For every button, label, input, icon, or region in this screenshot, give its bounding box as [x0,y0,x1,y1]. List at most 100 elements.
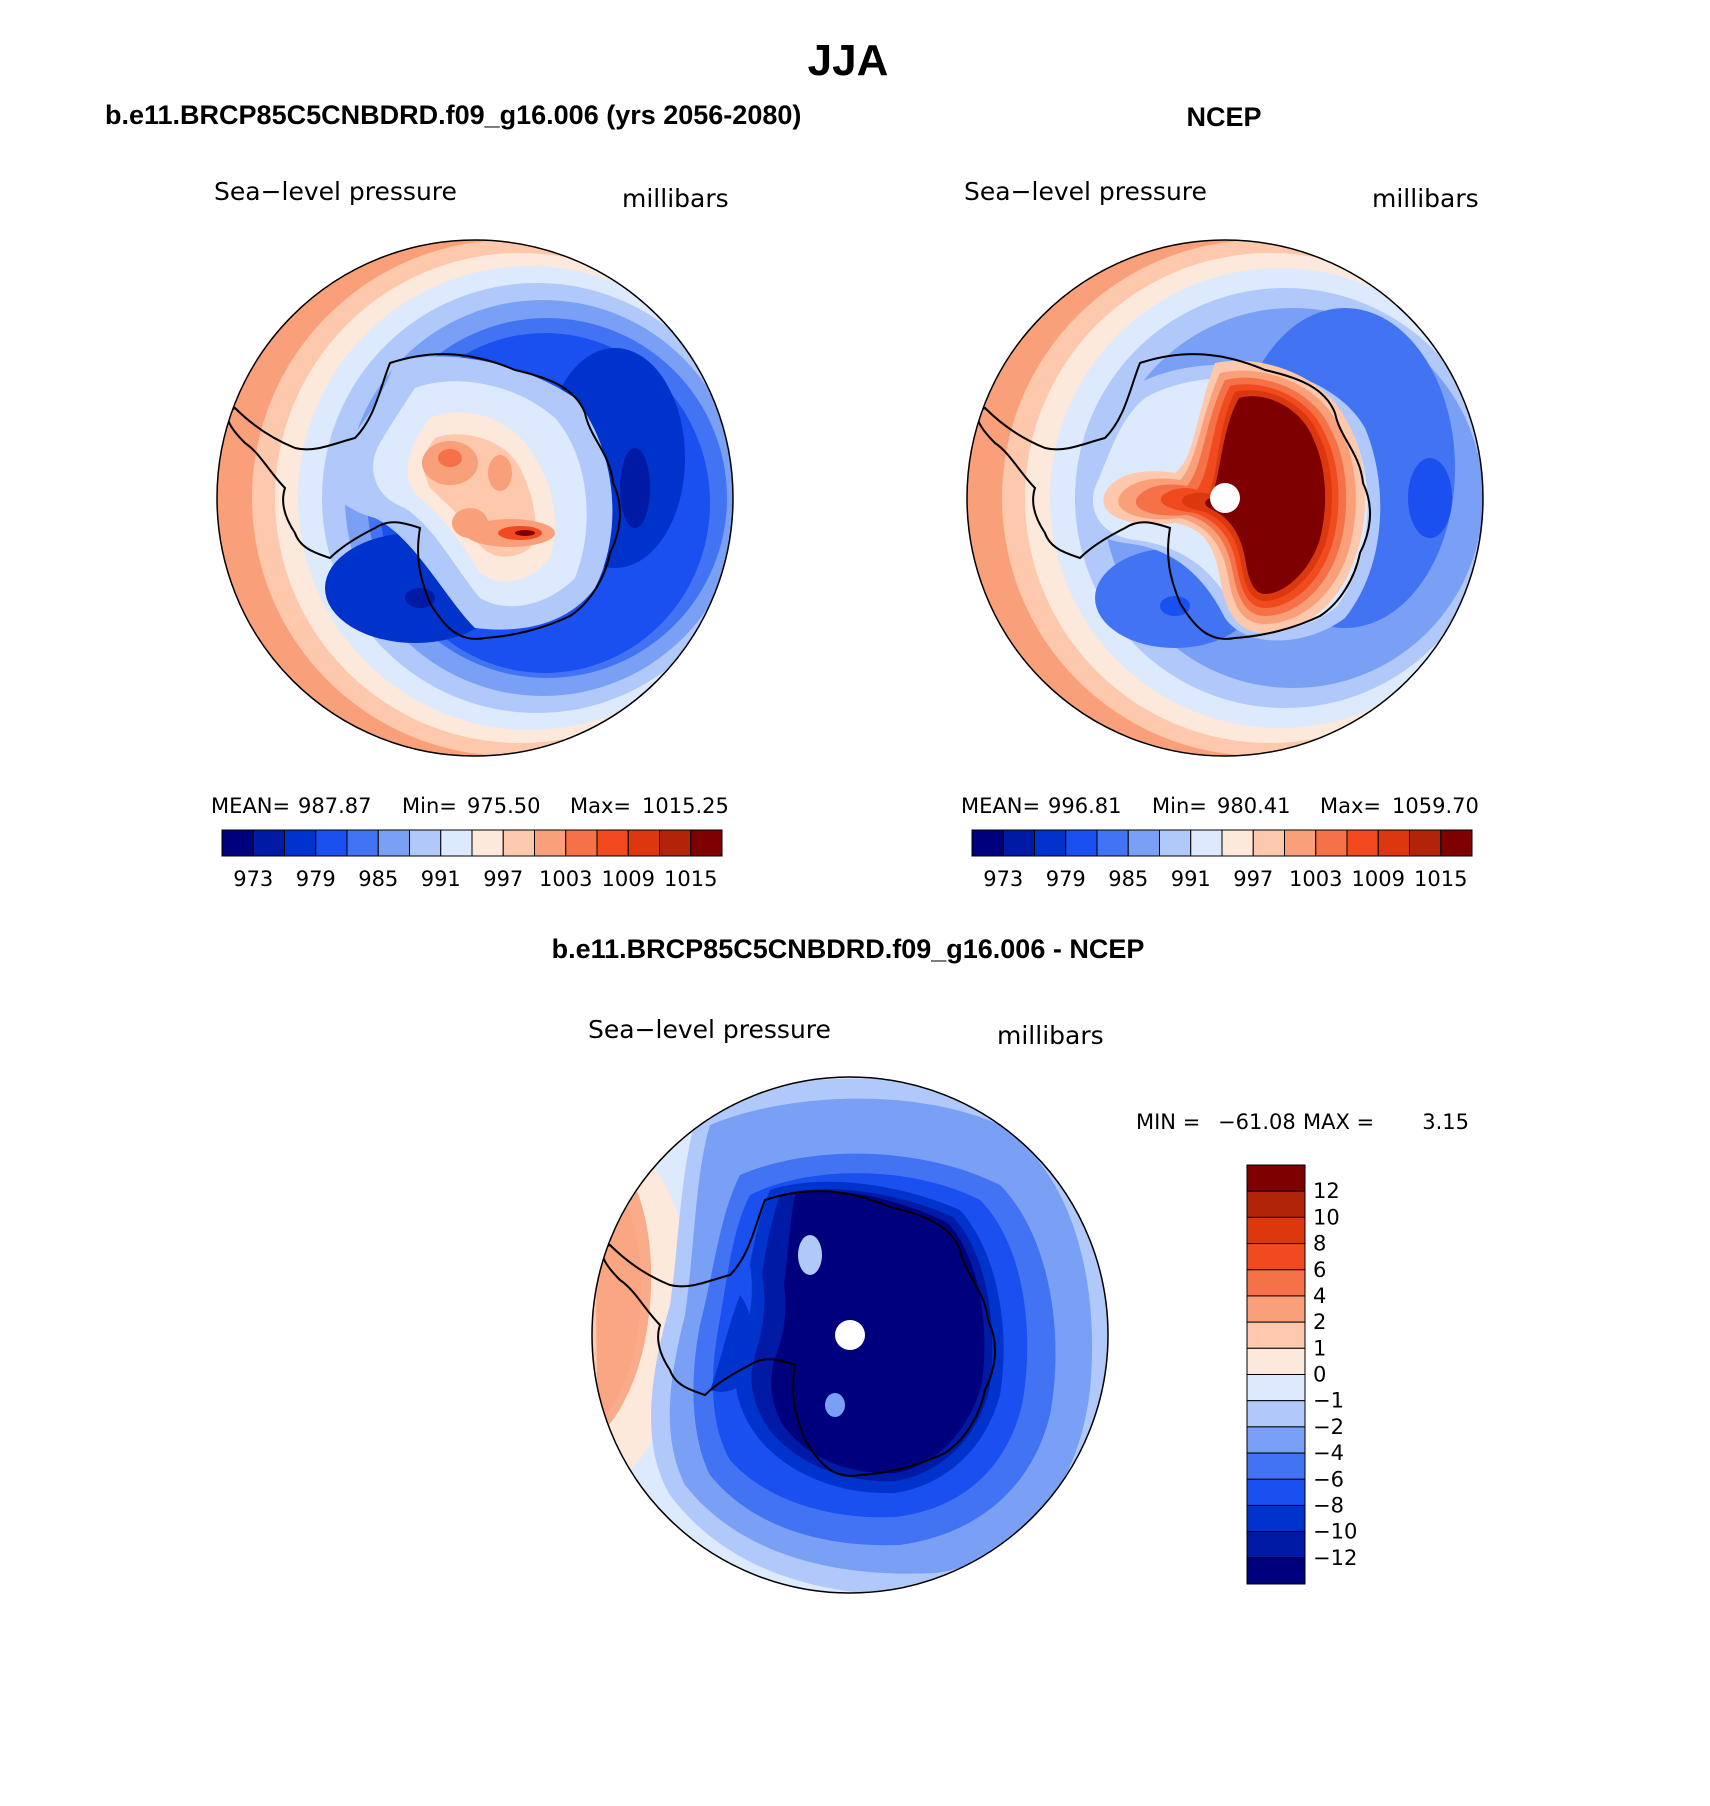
model-colorbar-tick-label: 997 [483,867,523,891]
obs-colorbar-swatch [1065,829,1098,857]
obs-colorbar-swatch [1159,829,1192,857]
diff-colorbar-swatch [1246,1426,1306,1454]
diff-colorbar-tick-label: 8 [1313,1232,1326,1256]
model-units-label: millibars [622,184,729,213]
obs-colorbar-swatch [1002,829,1035,857]
obs-colorbar-swatch [1221,829,1254,857]
obs-stats-max-label: Max= [1320,794,1381,818]
diff-colorbar-tick-label: −12 [1313,1546,1357,1570]
diff-panel-heading: b.e11.BRCP85C5CNBDRD.f09_g16.006 - NCEP [552,934,1145,964]
diff-colorbar-tick-label: −1 [1313,1389,1344,1413]
obs-colorbar-swatch [1409,829,1442,857]
diff-stats-max-label: MAX = [1303,1110,1374,1134]
obs-colorbar-tick-label: 1009 [1352,867,1405,891]
diff-colorbar-tick-label: 0 [1313,1363,1326,1387]
model-colorbar-swatch [409,829,442,857]
diff-stats-max: 3.15 [1422,1110,1469,1134]
obs-colorbar-swatch [1096,829,1129,857]
diff-colorbar-tick-label: −4 [1313,1441,1344,1465]
diff-colorbar-swatch [1246,1504,1306,1533]
obs-colorbar-swatch [1190,829,1223,857]
model-colorbar-swatch [534,829,567,857]
obs-colorbar-tick-label: 979 [1046,867,1086,891]
model-colorbar-swatch [659,829,692,857]
model-colorbar: 973 979 985 991 997 1003 1009 1015 [221,829,723,891]
model-map-panel: Sea−level pressure millibars [211,177,734,891]
obs-colorbar-swatch [1034,829,1067,857]
model-stats-min: 975.50 [467,794,540,818]
diff-polar-map [592,1077,1108,1593]
diff-colorbar-swatch [1246,1347,1306,1375]
diff-colorbar-tick-label: 2 [1313,1310,1326,1334]
model-colorbar-swatch [565,829,598,857]
diff-colorbar-swatch [1246,1557,1306,1585]
model-colorbar-tick-label: 991 [421,867,461,891]
diff-colorbar-swatch [1246,1269,1306,1297]
diff-colorbar-tick-label: −6 [1313,1467,1344,1491]
diff-colorbar-tick-label: 4 [1313,1284,1326,1308]
diff-colorbar-tick-label: 10 [1313,1205,1340,1229]
obs-panel-heading: NCEP [1186,102,1261,132]
diff-stats-min-label: MIN = [1136,1110,1200,1134]
diff-colorbar-swatch [1246,1374,1306,1402]
obs-stats-max: 1059.70 [1392,794,1479,818]
model-colorbar-swatch [221,829,254,857]
diff-colorbar-swatch [1246,1243,1306,1271]
diff-colorbar-tick-label: 1 [1313,1336,1326,1360]
model-colorbar-swatch [596,829,629,857]
diff-colorbar-swatch [1246,1400,1306,1428]
figure-title: JJA [808,36,889,85]
obs-colorbar-swatch [1252,829,1285,857]
model-colorbar-swatch [346,829,379,857]
diff-colorbar-tick-label: 6 [1313,1258,1326,1282]
diff-colorbar-tick-label: −8 [1313,1493,1344,1517]
diff-colorbar-swatch [1246,1216,1306,1245]
diff-colorbar-swatch [1246,1164,1306,1192]
obs-colorbar-swatch [1440,829,1473,857]
model-stats-mean-label: MEAN= [211,794,290,818]
model-colorbar-swatch [252,829,285,857]
diff-colorbar-swatch [1246,1321,1306,1349]
obs-colorbar-swatch [1346,829,1379,857]
obs-colorbar-tick-label: 1003 [1289,867,1342,891]
model-stats-max-label: Max= [570,794,631,818]
obs-colorbar-swatch [1315,829,1348,857]
model-colorbar-tick-label: 1015 [664,867,717,891]
diff-colorbar-swatch [1246,1295,1306,1323]
diff-colorbar-swatch [1246,1190,1306,1218]
model-stats-min-label: Min= [402,794,457,818]
model-stats-max: 1015.25 [642,794,729,818]
obs-colorbar-swatch [1377,829,1410,857]
obs-colorbar-tick-label: 985 [1108,867,1148,891]
model-colorbar-tick-label: 985 [358,867,398,891]
model-colorbar-swatch [315,829,348,857]
model-colorbar-tick-label: 1003 [539,867,592,891]
diff-colorbar-tick-label: −10 [1313,1520,1357,1544]
diff-colorbar-tick-label: 12 [1313,1179,1340,1203]
model-colorbar-swatch [284,829,317,857]
diff-variable-label: Sea−level pressure [588,1015,831,1044]
diff-units-label: millibars [997,1021,1104,1050]
obs-colorbar: 973 979 985 991 997 1003 1009 1015 [971,829,1473,891]
diff-colorbar-swatch [1246,1478,1306,1506]
obs-colorbar-tick-label: 997 [1233,867,1273,891]
model-colorbar-swatch [471,829,504,857]
model-polar-map [217,240,733,756]
obs-polar-map [967,240,1483,756]
obs-colorbar-tick-label: 973 [983,867,1023,891]
obs-units-label: millibars [1372,184,1479,213]
obs-stats-mean-label: MEAN= [961,794,1040,818]
diff-colorbar-tick-label: −2 [1313,1415,1344,1439]
obs-map-panel: Sea−level pressure millibars [961,177,1484,891]
model-colorbar-swatch [502,829,535,857]
diff-stats-min: −61.08 [1218,1110,1296,1134]
diff-colorbar-swatch [1246,1452,1306,1480]
model-colorbar-tick-label: 973 [233,867,273,891]
model-colorbar-swatch [627,829,660,857]
model-colorbar-swatch [690,829,723,857]
obs-variable-label: Sea−level pressure [964,177,1207,206]
obs-colorbar-tick-label: 1015 [1414,867,1467,891]
obs-colorbar-swatch [971,829,1004,857]
